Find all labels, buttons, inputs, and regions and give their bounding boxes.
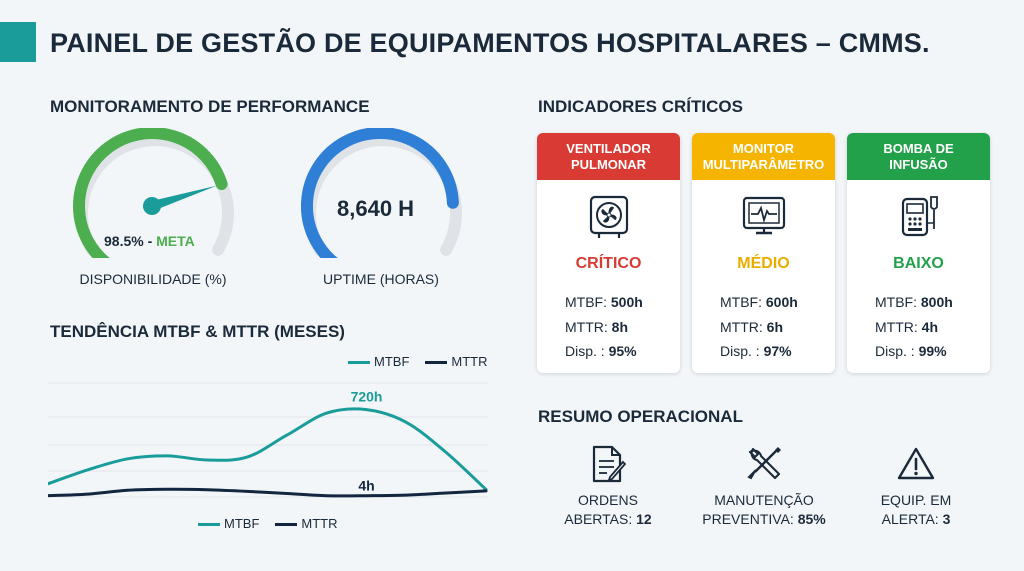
availability-value: 98.5% - META — [104, 233, 195, 249]
availability-gauge — [73, 128, 234, 258]
page-title: PAINEL DE GESTÃO DE EQUIPAMENTOS HOSPITA… — [50, 28, 930, 58]
card-mttr: MTTR: 8h — [565, 318, 628, 335]
card-header: MONITOR MULTIPARÂMETRO — [692, 133, 835, 180]
card-mtbf: MTBF: 600h — [720, 294, 798, 310]
summary-open-orders-line2: ABERTAS: 12 — [564, 511, 652, 527]
indicator-card-infusion[interactable]: BOMBA DE INFUSÃO BAIXO MTBF: 800h MTTR: … — [847, 133, 990, 373]
mttr-line — [48, 487, 488, 498]
availability-label: DISPONIBILIDADE (%) — [79, 271, 227, 287]
legend-bottom-mttr-label: MTTR — [301, 516, 338, 531]
summary-preventive-line1: MANUTENÇÃO — [714, 492, 814, 508]
summary-open-orders[interactable]: ORDENS ABERTAS: 12 — [540, 491, 676, 529]
trend-legend-top: MTBF MTTR — [348, 354, 488, 369]
legend-top-mtbf: MTBF — [348, 354, 409, 369]
work-order-document-icon — [592, 445, 626, 483]
availability-gauge-fill — [73, 128, 228, 258]
card-stats: MTBF: 500h MTTR: 8h Disp. : 95% — [565, 290, 643, 364]
legend-top-mttr-label: MTTR — [451, 354, 488, 369]
summary-preventive-line2: PREVENTIVA: 85% — [702, 511, 826, 527]
warning-triangle-icon — [897, 447, 935, 480]
trend-heading: TENDÊNCIA MTBF & MTTR (MESES) — [50, 322, 345, 341]
uptime-gauge-fill — [300, 128, 459, 258]
legend-bottom-mtbf: MTBF — [198, 516, 259, 531]
heart-monitor-icon — [742, 196, 785, 235]
uptime-label: UPTIME (HORAS) — [323, 271, 439, 287]
card-status: CRÍTICO — [575, 255, 642, 272]
card-status: BAIXO — [893, 255, 944, 272]
wrench-screwdriver-icon — [747, 447, 781, 480]
legend-bottom-mtbf-label: MTBF — [224, 516, 260, 531]
availability-gauge-hub — [143, 197, 161, 215]
infusion-pump-icon — [901, 196, 938, 237]
trend-chart: 720h 4h — [48, 382, 488, 498]
card-status: MÉDIO — [737, 255, 790, 272]
availability-value-text: 98.5% - — [104, 233, 157, 249]
uptime-value: 8,640 H — [337, 196, 415, 221]
ventilator-fan-icon — [589, 195, 628, 238]
summary-preventive[interactable]: MANUTENÇÃO PREVENTIVA: 85% — [690, 491, 838, 529]
indicator-card-ventilator[interactable]: VENTILADOR PULMONAR CRÍTICO MTBF: 500h M… — [537, 133, 680, 373]
card-mtbf: MTBF: 800h — [875, 294, 953, 310]
indicators-heading: INDICADORES CRÍTICOS — [538, 97, 743, 116]
card-stats: MTBF: 800h MTTR: 4h Disp. : 99% — [875, 290, 953, 364]
title-accent-bar — [0, 22, 36, 62]
card-header: VENTILADOR PULMONAR — [537, 133, 680, 180]
summary-heading: RESUMO OPERACIONAL — [538, 407, 743, 426]
card-header: BOMBA DE INFUSÃO — [847, 133, 990, 180]
card-disp: Disp. : 97% — [720, 343, 792, 359]
summary-alert-equipment[interactable]: EQUIP. EM ALERTA: 3 — [850, 491, 982, 529]
legend-top-mttr: MTTR — [425, 354, 488, 369]
availability-meta-text: META — [156, 233, 195, 249]
card-mttr: MTTR: 6h — [720, 318, 783, 335]
performance-heading: MONITORAMENTO DE PERFORMANCE — [50, 97, 370, 116]
card-mtbf: MTBF: 500h — [565, 294, 643, 310]
legend-bottom-mttr: MTTR — [275, 516, 338, 531]
trend-legend-bottom: MTBF MTTR — [198, 516, 338, 531]
card-stats: MTBF: 600h MTTR: 6h Disp. : 97% — [720, 290, 798, 364]
card-disp: Disp. : 95% — [565, 343, 637, 359]
uptime-gauge — [300, 128, 462, 258]
summary-open-orders-line1: ORDENS — [578, 492, 638, 508]
card-disp: Disp. : 99% — [875, 343, 947, 359]
availability-gauge-needle — [150, 185, 217, 211]
indicator-card-monitor[interactable]: MONITOR MULTIPARÂMETRO MÉDIO MTBF: 600h … — [692, 133, 835, 373]
mttr-label: 4h — [358, 478, 374, 494]
card-mttr: MTTR: 4h — [875, 318, 938, 335]
mtbf-line — [48, 407, 488, 491]
summary-alert-line2: ALERTA: 3 — [881, 511, 951, 527]
summary-alert-line1: EQUIP. EM — [880, 492, 952, 508]
legend-top-mtbf-label: MTBF — [374, 354, 410, 369]
mtbf-peak-label: 720h — [351, 389, 383, 405]
